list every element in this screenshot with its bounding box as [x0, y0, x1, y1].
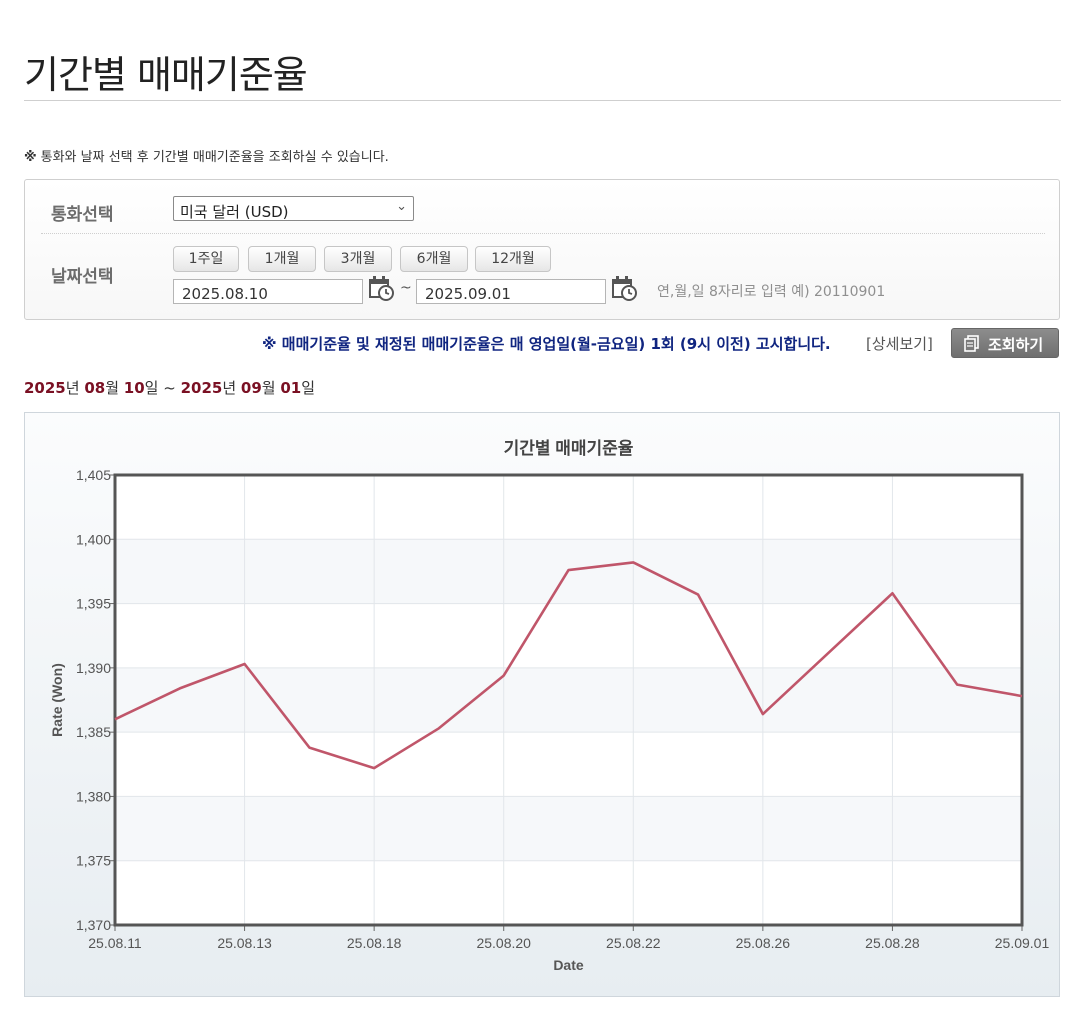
- y-tick-label: 1,390: [76, 660, 111, 676]
- y-tick-label: 1,400: [76, 531, 111, 547]
- x-tick-label: 25.08.22: [606, 935, 661, 951]
- period-button-1month[interactable]: 1개월: [248, 246, 316, 272]
- period-button-1week[interactable]: 1주일: [173, 246, 239, 272]
- row-divider: [41, 233, 1045, 234]
- start-date-input[interactable]: 2025.08.10: [173, 279, 363, 304]
- date-format-hint: 연,월,일 8자리로 입력 예) 20110901: [657, 284, 886, 300]
- calendar-icon[interactable]: [368, 275, 394, 301]
- y-tick-label: 1,370: [76, 917, 111, 933]
- x-tick-label: 25.08.13: [217, 935, 272, 951]
- range-end-year: 2025: [180, 379, 223, 397]
- date-label: 날짜선택: [51, 267, 114, 287]
- plot-band: [115, 860, 1022, 925]
- date-separator: ~: [400, 280, 412, 296]
- x-tick-label: 25.08.11: [88, 935, 142, 951]
- range-month-unit: 월: [261, 379, 281, 397]
- end-date-input[interactable]: 2025.09.01: [416, 279, 606, 304]
- y-axis-label: Rate (Won): [49, 663, 65, 737]
- range-day-unit: 일: [301, 379, 316, 397]
- x-tick-label: 25.08.18: [347, 935, 402, 951]
- x-tick-label: 25.08.28: [865, 935, 920, 951]
- instruction-notice: ※ 통화와 날짜 선택 후 기간별 매매기준율을 조회하실 수 있습니다.: [24, 146, 389, 165]
- x-tick-label: 25.08.26: [736, 935, 791, 951]
- x-tick-label: 25.08.20: [476, 935, 531, 951]
- detail-link[interactable]: [상세보기]: [866, 335, 933, 353]
- plot-border: [113, 473, 1024, 927]
- y-tick-label: 1,395: [76, 596, 111, 612]
- y-tick-label: 1,385: [76, 724, 111, 740]
- period-button-6month[interactable]: 6개월: [400, 246, 468, 272]
- search-button-label: 조회하기: [988, 336, 1044, 354]
- plot-band: [115, 667, 1022, 733]
- notice-text: 통화와 날짜 선택 후 기간별 매매기준율을 조회하실 수 있습니다.: [40, 150, 389, 165]
- page-title: 기간별 매매기준율: [24, 53, 308, 97]
- x-tick-label: 25.09.01: [995, 935, 1050, 951]
- selected-date-range: 2025년 08월 10일 ~ 2025년 09월 01일: [24, 377, 315, 398]
- plot-band: [115, 732, 1022, 797]
- period-button-3month[interactable]: 3개월: [324, 246, 392, 272]
- range-start-day: 10: [123, 379, 145, 397]
- chevron-down-icon: ⌄: [396, 199, 407, 214]
- rate-series-line: [114, 561, 1023, 770]
- x-axis-label: Date: [553, 957, 584, 973]
- currency-select[interactable]: 미국 달러 (USD) ⌄: [173, 196, 414, 221]
- y-tick-label: 1,380: [76, 788, 111, 804]
- y-tick-label: 1,375: [76, 853, 111, 869]
- range-end-month: 09: [240, 379, 262, 397]
- range-day-unit: 일: [144, 379, 159, 397]
- range-year-unit: 년: [222, 379, 241, 397]
- calendar-icon[interactable]: [611, 275, 637, 301]
- y-tick-label: 1,405: [76, 467, 111, 483]
- title-divider: [24, 100, 1061, 101]
- notice-mark: ※: [24, 150, 37, 165]
- search-panel: 통화선택 미국 달러 (USD) ⌄ 날짜선택 1주일 1개월 3개월 6개월 …: [24, 179, 1060, 320]
- range-start-month: 08: [84, 379, 106, 397]
- announcement-notice: ※ 매매기준율 및 재정된 매매기준율은 매 영업일(월-금요일) 1회 (9시…: [262, 335, 831, 353]
- search-button[interactable]: 조회하기: [951, 328, 1059, 358]
- range-start-year: 2025: [24, 379, 66, 397]
- range-separator: ~: [158, 379, 181, 397]
- rate-line-chart: 1,370 1,375 1,380 1,385 1,390 1,395 1,400 1,405…: [49, 439, 1050, 973]
- plot-band: [115, 796, 1022, 861]
- chart-title: 기간별 매매기준율: [504, 439, 634, 458]
- rate-chart-panel: 1,370 1,375 1,380 1,385 1,390 1,395 1,400 1,405…: [24, 412, 1060, 997]
- document-icon: [964, 335, 979, 352]
- currency-label: 통화선택: [51, 205, 114, 225]
- range-month-unit: 월: [105, 379, 124, 397]
- plot-band: [115, 603, 1022, 668]
- plot-band: [115, 475, 1022, 540]
- period-button-12month[interactable]: 12개월: [475, 246, 551, 272]
- range-year-unit: 년: [65, 379, 85, 397]
- range-end-day: 01: [280, 379, 302, 397]
- currency-select-value: 미국 달러 (USD): [180, 203, 289, 221]
